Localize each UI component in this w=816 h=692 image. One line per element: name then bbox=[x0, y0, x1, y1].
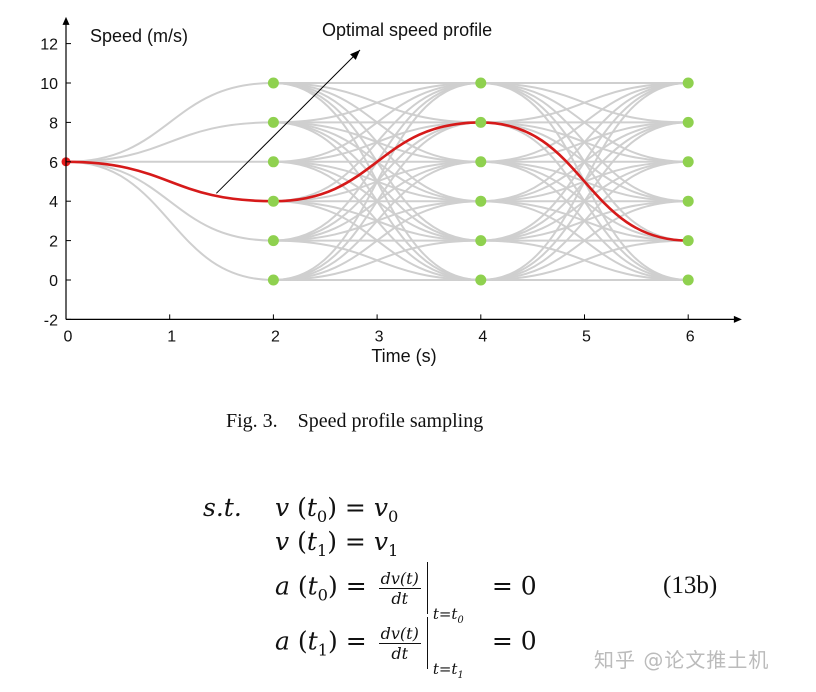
sample-nodes bbox=[61, 77, 694, 286]
x-tick-label: 4 bbox=[478, 328, 487, 345]
sample-curve bbox=[480, 121, 689, 281]
derivative-fraction: dv(t) dt bbox=[378, 623, 421, 663]
y-tick-label: 4 bbox=[49, 194, 58, 211]
x-axis-title: Time (s) bbox=[371, 346, 436, 366]
sample-curve bbox=[273, 121, 481, 281]
figure-caption: Fig. 3. Speed profile sampling bbox=[226, 410, 484, 432]
equation-line-3: a (t0) = dv(t) dt t=t0 = 0 bbox=[275, 562, 537, 626]
sample-curve bbox=[480, 82, 689, 163]
x-tick-label: 2 bbox=[271, 328, 280, 345]
y-tick-label: 8 bbox=[49, 115, 58, 132]
annotation-label: Optimal speed profile bbox=[322, 20, 492, 40]
subject-to-label: s.t. bbox=[203, 493, 242, 522]
equation-block: s.t. v (t0) = v0 v (t1) = v1 a (t0) = dv… bbox=[203, 490, 763, 690]
sample-node bbox=[682, 274, 694, 286]
sample-node bbox=[267, 274, 279, 286]
sample-node bbox=[682, 77, 694, 89]
sample-node bbox=[682, 156, 694, 168]
y-tick-label: 0 bbox=[49, 273, 58, 290]
y-tick-label: 6 bbox=[49, 155, 58, 172]
sample-node bbox=[475, 77, 487, 89]
sample-node bbox=[267, 235, 279, 247]
sample-node bbox=[267, 116, 279, 128]
sample-curve bbox=[273, 82, 481, 163]
sample-curve bbox=[65, 121, 274, 163]
sample-curve bbox=[273, 160, 481, 281]
sample-node bbox=[475, 235, 487, 247]
optimal-profile bbox=[65, 121, 689, 242]
y-tick-label: 2 bbox=[49, 234, 58, 251]
sample-curve bbox=[273, 82, 481, 203]
sample-node bbox=[267, 156, 279, 168]
y-tick-label: 10 bbox=[40, 76, 58, 93]
x-tick-label: 5 bbox=[582, 328, 591, 345]
sample-curve bbox=[480, 82, 689, 203]
watermark: 知乎 @论文推土机 bbox=[594, 648, 770, 672]
annotation-arrow-line bbox=[216, 49, 361, 194]
sample-node bbox=[267, 195, 279, 207]
y-axis-title: Speed (m/s) bbox=[90, 26, 188, 46]
annotation-arrow-head bbox=[350, 50, 360, 60]
x-axis-arrow bbox=[733, 315, 742, 323]
sample-curve bbox=[273, 82, 481, 124]
sample-curve bbox=[65, 160, 274, 281]
y-tick-label: 12 bbox=[40, 37, 58, 54]
sample-node bbox=[682, 195, 694, 207]
sample-curve bbox=[480, 200, 689, 281]
annotation: Optimal speed profile bbox=[216, 20, 492, 194]
equation-line-4: a (t1) = dv(t) dt t=t1 = 0 bbox=[275, 617, 537, 681]
derivative-fraction: dv(t) dt bbox=[378, 568, 421, 608]
equation-number: (13b) bbox=[663, 572, 718, 599]
x-tick-label: 1 bbox=[167, 328, 176, 345]
x-tick-label: 3 bbox=[375, 328, 384, 345]
equation-line-1: v (t0) = v0 bbox=[275, 493, 399, 526]
y-axis-arrow bbox=[62, 16, 70, 25]
x-tick-label: 6 bbox=[686, 328, 695, 345]
sample-curve bbox=[65, 160, 274, 242]
sample-node bbox=[475, 195, 487, 207]
sample-node bbox=[475, 156, 487, 168]
sample-curve bbox=[480, 239, 689, 281]
sample-node bbox=[475, 116, 487, 128]
y-tick-label: -2 bbox=[44, 312, 58, 329]
sample-curve bbox=[480, 160, 689, 281]
sample-curve bbox=[65, 82, 274, 163]
evaluation-bar: t=t0 bbox=[426, 562, 492, 626]
sample-curve bbox=[273, 239, 481, 281]
sample-node bbox=[267, 77, 279, 89]
sample-curve bbox=[480, 82, 689, 242]
sample-curve bbox=[273, 200, 481, 281]
sample-node bbox=[682, 116, 694, 128]
sampled-profiles bbox=[65, 81, 689, 282]
sample-curve bbox=[480, 82, 689, 124]
sample-curve bbox=[273, 82, 481, 281]
sample-node bbox=[682, 235, 694, 247]
optimal-profile-curve bbox=[65, 121, 689, 242]
x-tick-label: 0 bbox=[64, 328, 73, 345]
equation-line-2: v (t1) = v1 bbox=[275, 527, 399, 560]
sample-node bbox=[475, 274, 487, 286]
evaluation-bar: t=t1 bbox=[426, 617, 492, 681]
